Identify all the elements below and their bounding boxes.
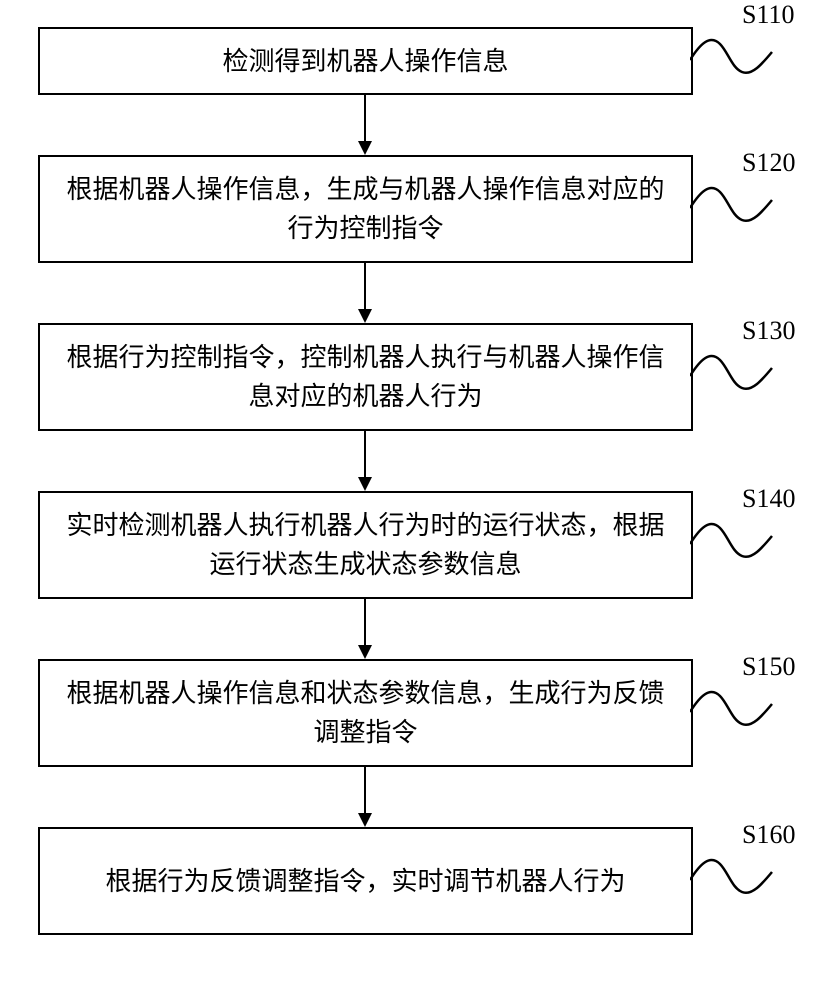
squiggle-connector — [690, 522, 776, 566]
flow-arrow-head — [358, 477, 372, 491]
step-label-s130: S130 — [742, 316, 795, 346]
flow-node-s160: 根据行为反馈调整指令，实时调节机器人行为 — [38, 827, 693, 935]
flow-node-text: 根据行为反馈调整指令，实时调节机器人行为 — [105, 862, 625, 901]
flow-node-s130: 根据行为控制指令，控制机器人执行与机器人操作信息对应的机器人行为 — [38, 323, 693, 431]
flow-arrow-head — [358, 645, 372, 659]
flow-arrow-head — [358, 813, 372, 827]
flow-node-s150: 根据机器人操作信息和状态参数信息，生成行为反馈调整指令 — [38, 659, 693, 767]
flow-arrow — [364, 95, 366, 143]
step-label-s160: S160 — [742, 820, 795, 850]
flowchart-canvas: 检测得到机器人操作信息 S110 根据机器人操作信息，生成与机器人操作信息对应的… — [0, 0, 819, 1000]
squiggle-connector — [690, 354, 776, 398]
flow-node-text: 实时检测机器人执行机器人行为时的运行状态，根据运行状态生成状态参数信息 — [56, 506, 675, 584]
flow-arrow — [364, 263, 366, 311]
flow-node-s120: 根据机器人操作信息，生成与机器人操作信息对应的行为控制指令 — [38, 155, 693, 263]
step-label-s120: S120 — [742, 148, 795, 178]
squiggle-connector — [690, 186, 776, 230]
flow-arrow — [364, 599, 366, 647]
flow-arrow-head — [358, 141, 372, 155]
squiggle-connector — [690, 858, 776, 902]
step-label-s110: S110 — [742, 0, 795, 30]
flow-node-s140: 实时检测机器人执行机器人行为时的运行状态，根据运行状态生成状态参数信息 — [38, 491, 693, 599]
step-label-s150: S150 — [742, 652, 795, 682]
squiggle-connector — [690, 38, 776, 82]
flow-node-text: 根据机器人操作信息和状态参数信息，生成行为反馈调整指令 — [56, 674, 675, 752]
flow-node-text: 检测得到机器人操作信息 — [222, 42, 508, 81]
flow-arrow-head — [358, 309, 372, 323]
flow-node-text: 根据行为控制指令，控制机器人执行与机器人操作信息对应的机器人行为 — [56, 338, 675, 416]
flow-arrow — [364, 767, 366, 815]
flow-node-s110: 检测得到机器人操作信息 — [38, 27, 693, 95]
step-label-s140: S140 — [742, 484, 795, 514]
squiggle-connector — [690, 690, 776, 734]
flow-arrow — [364, 431, 366, 479]
flow-node-text: 根据机器人操作信息，生成与机器人操作信息对应的行为控制指令 — [56, 170, 675, 248]
